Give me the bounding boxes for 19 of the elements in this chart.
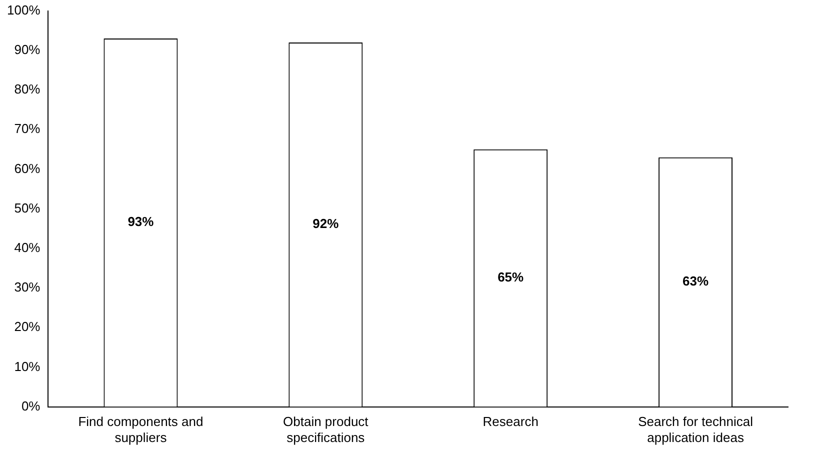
data-label: 65% <box>498 270 524 285</box>
y-tick-label: 80% <box>14 82 41 97</box>
x-tick-label: Find components and suppliers <box>78 414 204 445</box>
y-tick-label: 100% <box>7 2 41 18</box>
y-tick-label: 10% <box>14 358 41 374</box>
y-tick-label: 70% <box>14 121 41 136</box>
x-tick-label: Obtain product specifications <box>283 414 369 445</box>
y-tick-label: 30% <box>14 280 41 295</box>
x-tick-label: Research <box>482 414 538 430</box>
x-tick-label: Search for technical application ideas <box>638 414 754 445</box>
y-tick-label: 60% <box>14 160 41 176</box>
data-label: 63% <box>682 274 709 289</box>
y-tick-label: 40% <box>14 240 41 255</box>
y-tick-label: 50% <box>14 200 41 216</box>
y-tick-label: 0% <box>21 398 41 414</box>
data-label: 92% <box>312 216 340 232</box>
data-label: 93% <box>128 214 154 230</box>
y-tick-label: 90% <box>14 42 41 57</box>
y-tick-label: 20% <box>14 319 41 334</box>
